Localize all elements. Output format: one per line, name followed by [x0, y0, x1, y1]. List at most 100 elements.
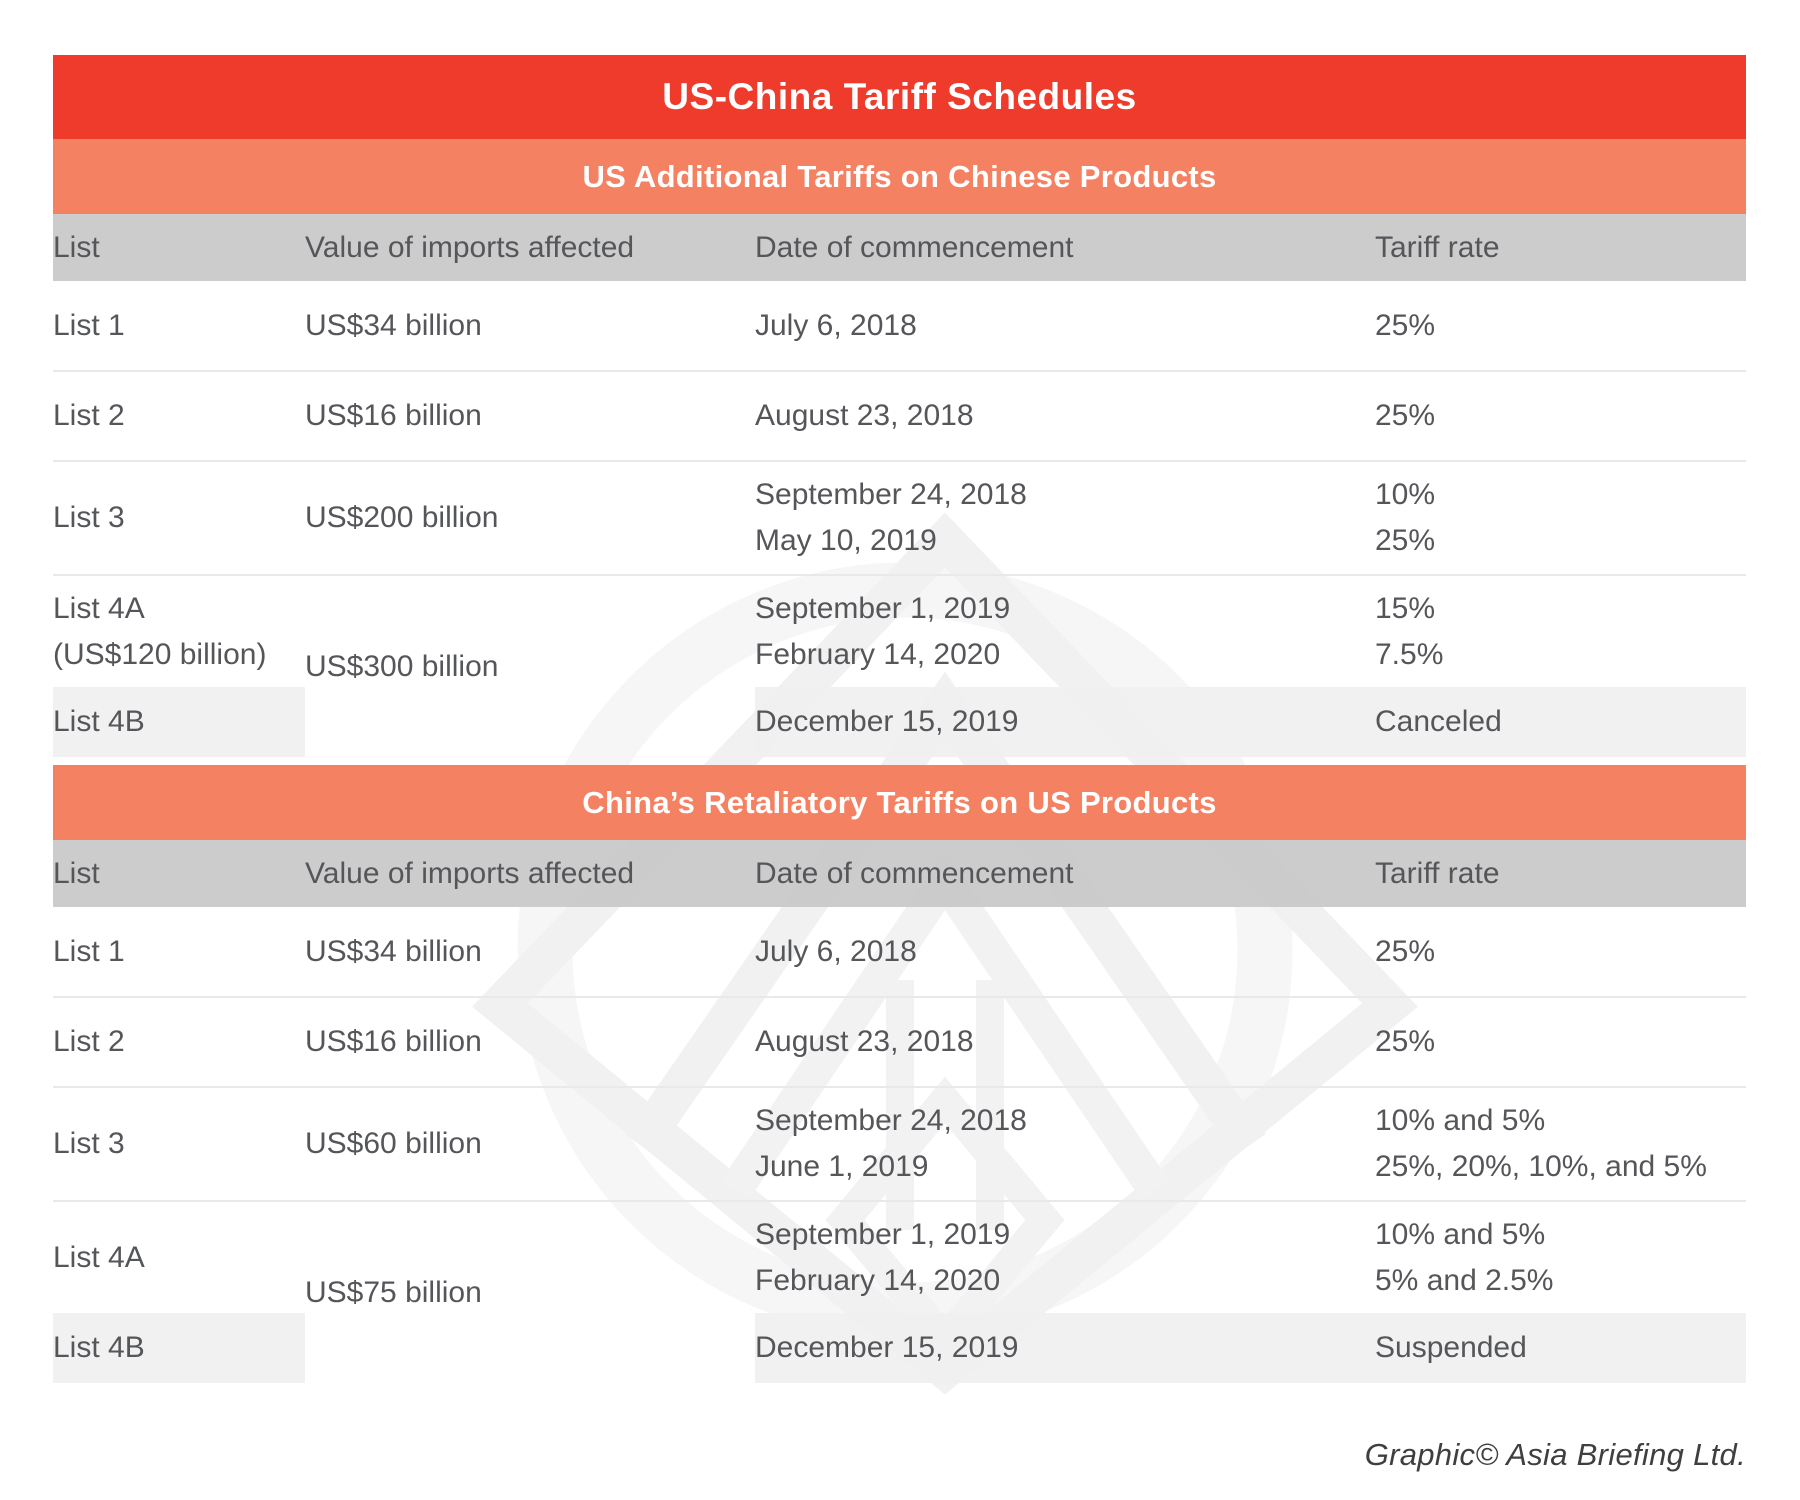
cell-line: List 4B [53, 705, 145, 738]
cell-rate: 15% 7.5% [1375, 575, 1746, 687]
cell-rate: 25% [1375, 281, 1746, 371]
cell-line: Suspended [1375, 1331, 1527, 1364]
cell-line: List 3 [53, 1127, 125, 1160]
cell-line: September 24, 2018 [755, 478, 1027, 511]
cell-list: List 4B [53, 1313, 305, 1383]
cell-date: December 15, 2019 [755, 1313, 1375, 1383]
cell-list: List 3 [53, 1087, 305, 1201]
cell-value-merged: US$300 billion [305, 575, 755, 757]
cell-line: Canceled [1375, 705, 1502, 738]
cell-line: 10% [1375, 478, 1436, 511]
cell-line: 15% [1375, 591, 1436, 625]
table-row: List 1 US$34 billion July 6, 2018 25% [53, 281, 1746, 371]
cell-value-merged: US$75 billion [305, 1201, 755, 1383]
cell-line: 25% [1375, 1025, 1436, 1058]
column-header-value: Value of imports affected [305, 230, 635, 264]
us-tariffs-table: List Value of imports affected Date of c… [53, 214, 1746, 757]
column-header-row: List Value of imports affected Date of c… [53, 214, 1746, 281]
table-row: List 3 US$60 billion September 24, 2018 … [53, 1087, 1746, 1201]
table-row: List 4A (US$120 billion) US$300 billion … [53, 575, 1746, 687]
table-row: List 3 US$200 billion September 24, 2018… [53, 461, 1746, 575]
cell-list: List 1 [53, 281, 305, 371]
cell-rate: 10% and 5% 5% and 2.5% [1375, 1201, 1746, 1313]
cell-line: 10% and 5% [1375, 1217, 1546, 1251]
cell-date: September 1, 2019 February 14, 2020 [755, 1201, 1375, 1313]
cell-line: List 3 [53, 501, 125, 534]
cell-list: List 4A [53, 1201, 305, 1313]
cell-line: US$34 billion [305, 308, 482, 342]
cell-line: US$34 billion [305, 934, 482, 968]
table-row: List 4B December 15, 2019 Canceled [53, 687, 1746, 757]
cell-rate: Suspended [1375, 1313, 1746, 1383]
section-heading-us-tariffs: US Additional Tariffs on Chinese Product… [53, 139, 1746, 214]
cell-date: September 24, 2018 May 10, 2019 [755, 461, 1375, 575]
cell-line: 25% [1375, 934, 1436, 968]
cell-line: July 6, 2018 [755, 934, 917, 968]
china-tariffs-table: List Value of imports affected Date of c… [53, 840, 1746, 1383]
cell-value: US$16 billion [305, 371, 755, 461]
tariff-infographic: US-China Tariff Schedules US Additional … [53, 55, 1746, 1473]
cell-list: List 2 [53, 997, 305, 1087]
cell-line: List 1 [53, 934, 125, 968]
cell-value: US$34 billion [305, 907, 755, 997]
cell-rate: 25% [1375, 907, 1746, 997]
cell-date: September 24, 2018 June 1, 2019 [755, 1087, 1375, 1201]
section-divider [53, 757, 1746, 765]
cell-rate: 25% [1375, 371, 1746, 461]
cell-line: List 1 [53, 308, 125, 342]
cell-line: February 14, 2020 [755, 1263, 1001, 1297]
cell-line: December 15, 2019 [755, 1331, 1019, 1364]
table-row: List 1 US$34 billion July 6, 2018 25% [53, 907, 1746, 997]
cell-date: August 23, 2018 [755, 371, 1375, 461]
cell-line: September 24, 2018 [755, 1104, 1027, 1137]
section-heading-china-tariffs: China’s Retaliatory Tariffs on US Produc… [53, 765, 1746, 840]
credit-line: Graphic© Asia Briefing Ltd. [1364, 1437, 1746, 1472]
cell-rate: Canceled [1375, 687, 1746, 757]
cell-line: July 6, 2018 [755, 308, 917, 342]
cell-line: 25%, 20%, 10%, and 5% [1375, 1150, 1707, 1183]
cell-line: February 14, 2020 [755, 637, 1001, 671]
cell-line: US$60 billion [305, 1127, 482, 1160]
cell-line: List 2 [53, 1025, 125, 1058]
cell-line: US$75 billion [305, 1275, 482, 1309]
column-header-row: List Value of imports affected Date of c… [53, 840, 1746, 907]
cell-line: List 2 [53, 399, 125, 432]
table-row: List 2 US$16 billion August 23, 2018 25% [53, 997, 1746, 1087]
cell-line: List 4A [53, 1240, 145, 1274]
cell-line: US$16 billion [305, 1025, 482, 1058]
cell-line: 25% [1375, 308, 1436, 342]
cell-rate: 25% [1375, 997, 1746, 1087]
cell-list: List 2 [53, 371, 305, 461]
cell-line: List 4A [53, 591, 145, 625]
cell-rate: 10% 25% [1375, 461, 1746, 575]
cell-line: 25% [1375, 524, 1436, 557]
cell-line: 5% and 2.5% [1375, 1263, 1554, 1297]
column-header-date: Date of commencement [755, 856, 1074, 890]
cell-line: US$16 billion [305, 399, 482, 432]
cell-line: September 1, 2019 [755, 591, 1011, 625]
cell-value: US$16 billion [305, 997, 755, 1087]
column-header-rate: Tariff rate [1375, 856, 1500, 890]
cell-list: List 4B [53, 687, 305, 757]
cell-line: December 15, 2019 [755, 705, 1019, 738]
cell-line: (US$120 billion) [53, 637, 267, 671]
cell-value: US$60 billion [305, 1087, 755, 1201]
cell-line: May 10, 2019 [755, 524, 937, 557]
column-header-value: Value of imports affected [305, 856, 635, 890]
cell-value: US$200 billion [305, 461, 755, 575]
column-header-date: Date of commencement [755, 230, 1074, 264]
cell-line: 25% [1375, 399, 1436, 432]
cell-rate: 10% and 5% 25%, 20%, 10%, and 5% [1375, 1087, 1746, 1201]
cell-line: August 23, 2018 [755, 399, 974, 432]
cell-line: US$300 billion [305, 649, 499, 683]
table-row: List 2 US$16 billion August 23, 2018 25% [53, 371, 1746, 461]
column-header-rate: Tariff rate [1375, 230, 1500, 264]
table-row: List 4B December 15, 2019 Suspended [53, 1313, 1746, 1383]
cell-line: September 1, 2019 [755, 1217, 1011, 1251]
cell-date: July 6, 2018 [755, 281, 1375, 371]
column-header-list: List [53, 856, 100, 890]
cell-date: July 6, 2018 [755, 907, 1375, 997]
column-header-list: List [53, 230, 100, 264]
cell-date: December 15, 2019 [755, 687, 1375, 757]
cell-line: 7.5% [1375, 637, 1444, 671]
